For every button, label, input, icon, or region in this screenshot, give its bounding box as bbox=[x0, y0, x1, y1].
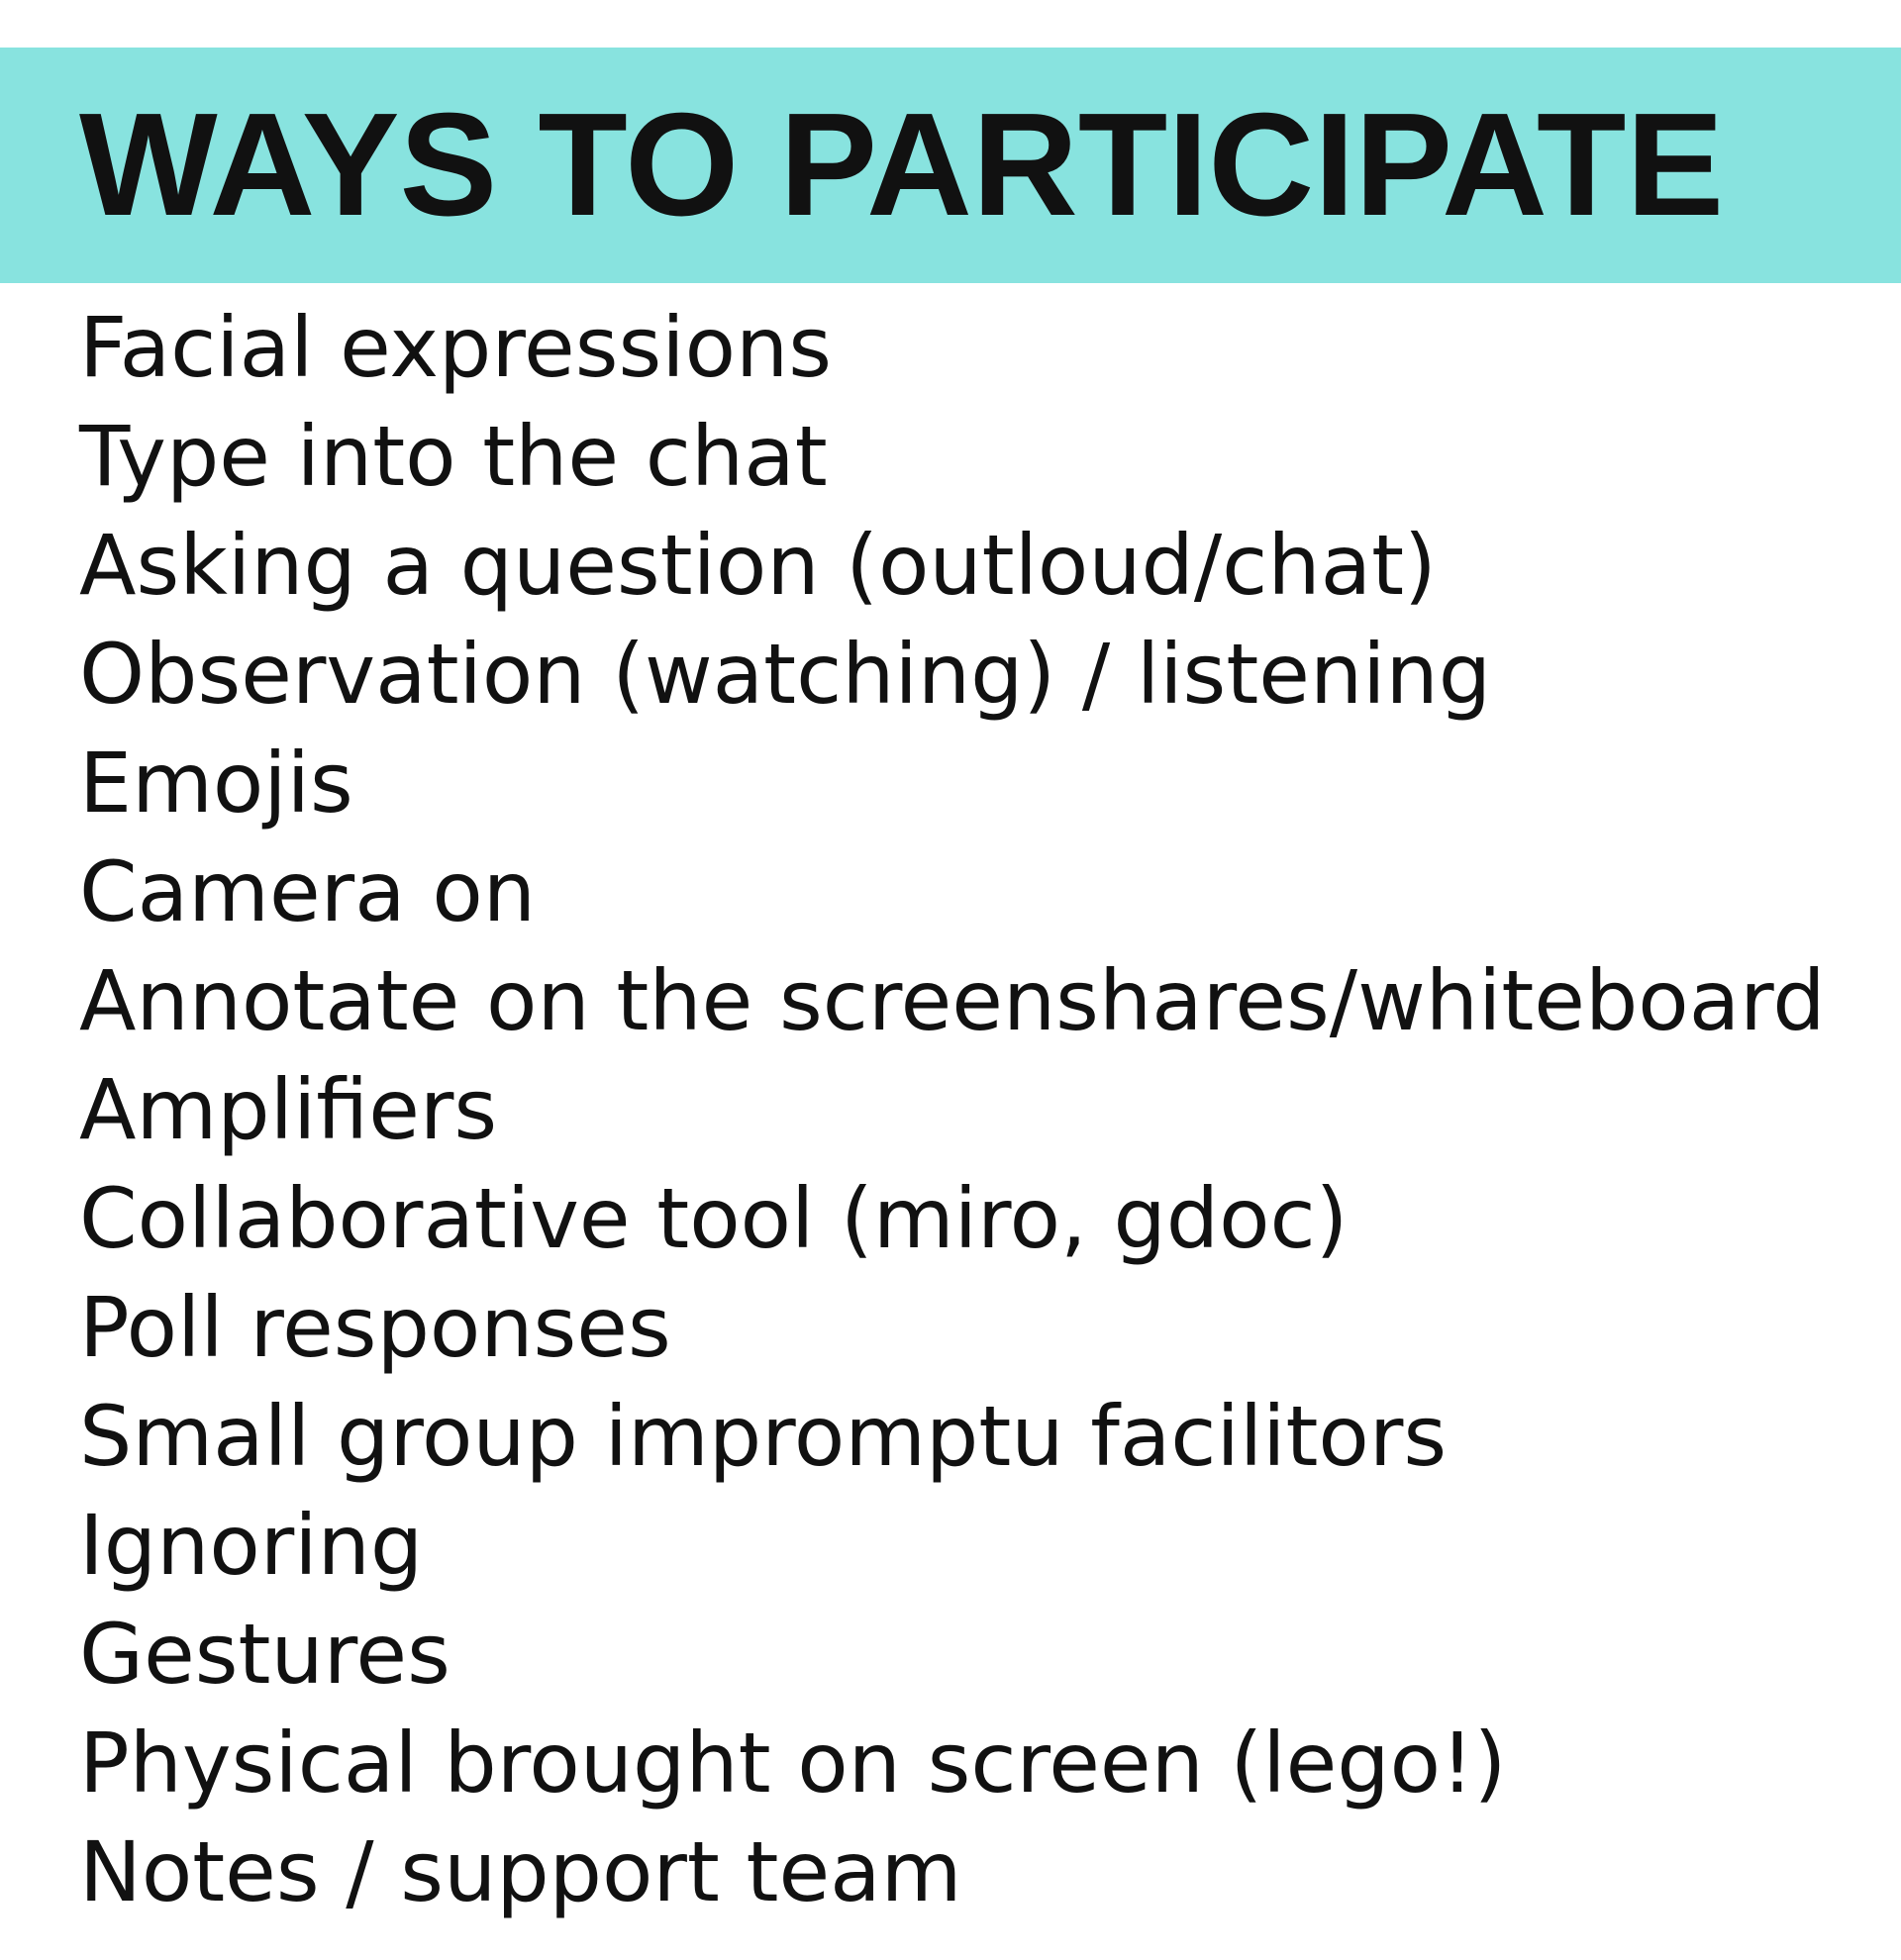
list-item: Notes / support team bbox=[79, 1823, 962, 1920]
list-item: Observation (watching) / listening bbox=[79, 626, 1492, 723]
list-item: Ignoring bbox=[79, 1497, 424, 1594]
list-item: Collaborative tool (miro, gdoc) bbox=[79, 1170, 1349, 1267]
list-item: Emojis bbox=[79, 735, 353, 832]
title-banner: WAYS TO PARTICIPATE bbox=[0, 48, 1901, 283]
list-item: Gestures bbox=[79, 1606, 450, 1703]
list-item: Facial expressions bbox=[79, 299, 832, 396]
list-item: Small group impromptu facilitors bbox=[79, 1388, 1448, 1485]
list-item: Camera on bbox=[79, 843, 536, 940]
page-title: WAYS TO PARTICIPATE bbox=[79, 83, 1725, 246]
list-item: Poll responses bbox=[79, 1279, 671, 1376]
list-item: Annotate on the screenshares/whiteboard bbox=[79, 952, 1826, 1049]
list-item: Amplifiers bbox=[79, 1061, 498, 1158]
list-item: Physical brought on screen (lego!) bbox=[79, 1715, 1507, 1812]
list-item: Asking a question (outloud/chat) bbox=[79, 517, 1437, 614]
list-item: Type into the chat bbox=[79, 408, 828, 505]
participation-list: Facial expressions Type into the chat As… bbox=[79, 293, 1826, 1926]
